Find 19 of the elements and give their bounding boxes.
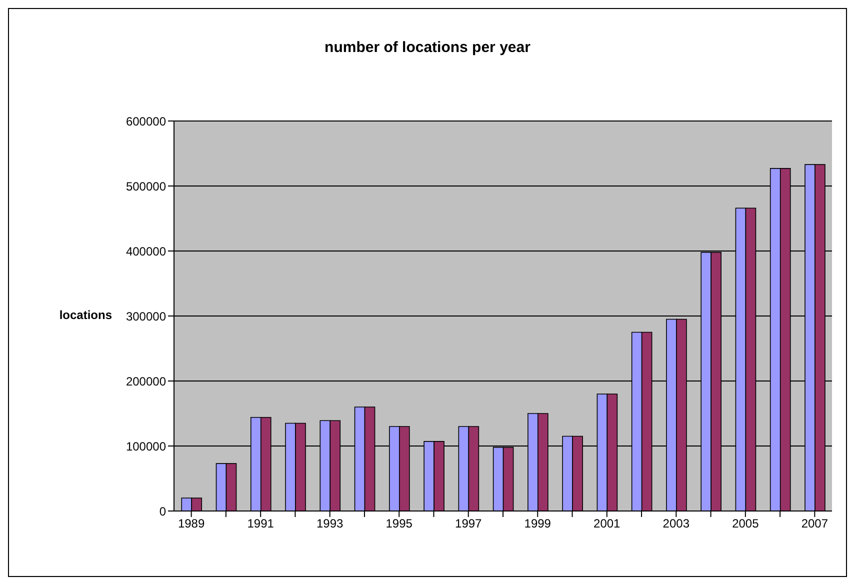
y-axis-title: locations bbox=[59, 308, 112, 322]
x-tick-label: 2005 bbox=[732, 516, 760, 531]
y-tick-label: 500000 bbox=[126, 179, 166, 194]
x-tick-label: 1993 bbox=[316, 516, 344, 531]
x-tick-label: 1995 bbox=[386, 516, 413, 531]
x-tick-label: 1997 bbox=[455, 516, 482, 531]
x-tick-label: 1991 bbox=[247, 516, 274, 531]
y-tick-label: 200000 bbox=[126, 374, 166, 388]
x-tick-label: 2003 bbox=[662, 516, 690, 531]
y-tick-label: 100000 bbox=[126, 439, 166, 454]
x-tick-label: 1989 bbox=[178, 516, 205, 531]
x-tick-label: 1999 bbox=[524, 516, 552, 531]
y-tick-label: 400000 bbox=[126, 244, 166, 258]
chart-title: number of locations per year bbox=[324, 39, 532, 56]
x-tick-label: 2007 bbox=[801, 516, 828, 531]
y-tick-label: 600000 bbox=[126, 114, 166, 128]
x-tick-label: 2001 bbox=[594, 516, 621, 531]
y-tick-label: 0 bbox=[159, 504, 166, 518]
y-tick-label: 300000 bbox=[126, 309, 166, 324]
